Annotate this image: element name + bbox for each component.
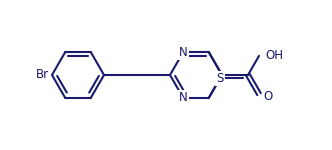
Text: S: S — [216, 72, 224, 85]
Text: Br: Br — [36, 69, 49, 81]
Text: O: O — [263, 90, 272, 103]
Text: N: N — [179, 91, 187, 104]
Text: N: N — [179, 46, 187, 59]
Text: OH: OH — [265, 49, 283, 62]
